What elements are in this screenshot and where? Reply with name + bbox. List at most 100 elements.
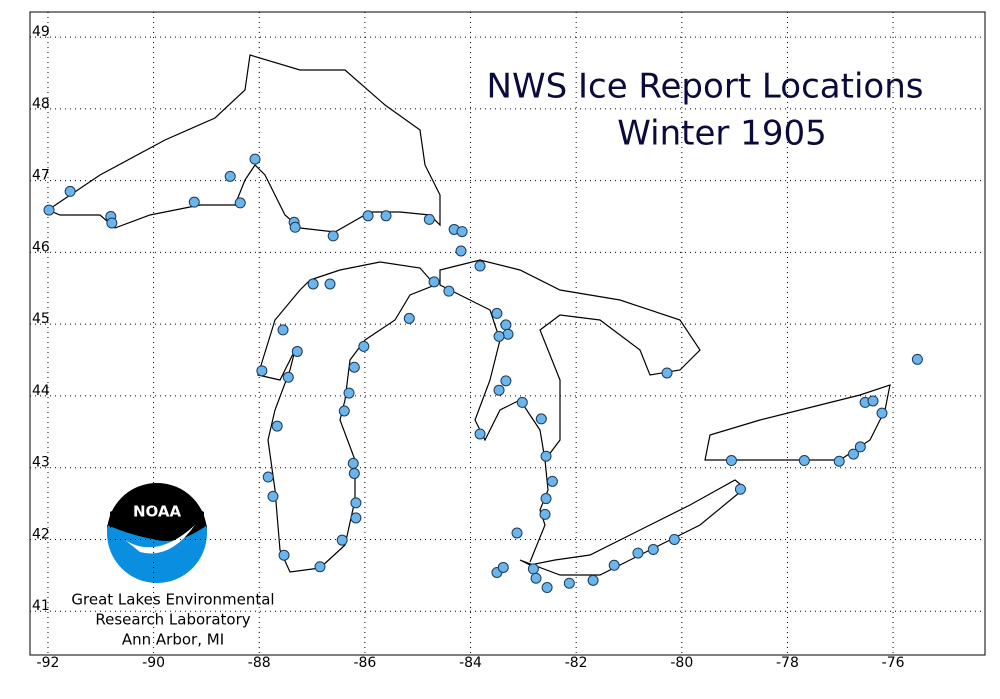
report-location	[535, 413, 547, 425]
x-tick-label: -90	[142, 655, 165, 671]
y-tick-label: 43	[32, 455, 50, 471]
report-location	[632, 547, 644, 559]
report-location	[734, 483, 746, 495]
report-location	[327, 230, 339, 242]
logo-top	[107, 483, 207, 541]
report-location	[262, 471, 274, 483]
y-tick-label: 45	[32, 311, 50, 327]
x-tick-label: -92	[37, 655, 60, 671]
report-location	[278, 549, 290, 561]
report-location	[847, 448, 859, 460]
report-location	[798, 455, 810, 467]
report-location	[314, 561, 326, 573]
report-location	[348, 361, 360, 373]
noaa-logo: NOAA	[107, 483, 207, 583]
report-location	[443, 285, 455, 297]
report-location	[380, 210, 392, 222]
x-tick-label: -76	[882, 655, 905, 671]
report-location	[833, 455, 845, 467]
report-location	[647, 544, 659, 556]
y-tick-label: 42	[32, 526, 50, 542]
report-location	[336, 534, 348, 546]
report-location	[423, 213, 435, 225]
lake-superior	[46, 54, 441, 233]
credit-line: Great Lakes Environmental	[71, 591, 274, 609]
report-location	[491, 307, 503, 319]
logo-text: NOAA	[133, 503, 182, 521]
x-tick-label: -82	[565, 655, 588, 671]
report-location	[725, 455, 737, 467]
report-location	[876, 407, 888, 419]
report-location	[43, 204, 55, 216]
report-location	[502, 328, 514, 340]
report-location	[428, 276, 440, 288]
report-location	[867, 395, 879, 407]
report-location	[854, 441, 866, 453]
y-tick-label: 48	[32, 96, 50, 112]
report-location	[338, 405, 350, 417]
plot-frame	[29, 11, 986, 656]
y-tick-label: 47	[32, 168, 50, 184]
lake-michigan	[257, 261, 437, 573]
logo-band	[110, 498, 204, 528]
report-location	[540, 493, 552, 505]
report-location	[493, 330, 505, 342]
credit-line: Ann Arbor, MI	[122, 631, 224, 649]
report-location	[64, 185, 76, 197]
y-tick-label: 46	[32, 239, 50, 255]
report-location	[608, 559, 620, 571]
y-tick-label: 41	[32, 598, 50, 614]
report-location	[277, 324, 289, 336]
report-location	[307, 278, 319, 290]
report-location	[456, 226, 468, 238]
report-location	[267, 490, 279, 502]
report-location	[500, 375, 512, 387]
report-location	[106, 217, 118, 229]
report-location	[358, 340, 370, 352]
report-location	[540, 450, 552, 462]
report-location	[348, 467, 360, 479]
report-location	[493, 384, 505, 396]
report-location	[403, 312, 415, 324]
report-location	[362, 210, 374, 222]
report-location	[249, 153, 261, 165]
report-location	[911, 353, 923, 365]
report-location	[350, 512, 362, 524]
detroit-river	[529, 459, 549, 563]
report-location	[188, 196, 200, 208]
x-tick-label: -80	[670, 655, 693, 671]
report-location	[474, 260, 486, 272]
report-location	[347, 457, 359, 469]
y-tick-label: 44	[32, 383, 50, 399]
report-location	[350, 497, 362, 509]
lake-erie	[519, 479, 746, 576]
x-tick-label: -88	[248, 655, 271, 671]
lake-huron	[439, 259, 701, 462]
report-location	[271, 420, 283, 432]
coastlines	[46, 54, 891, 576]
report-location	[661, 367, 673, 379]
title-line: NWS Ice Report Locations	[487, 67, 924, 107]
report-location	[256, 365, 268, 377]
report-location	[668, 533, 680, 545]
report-location	[511, 527, 523, 539]
credit-line: Research Laboratory	[95, 611, 250, 629]
report-location	[546, 475, 558, 487]
x-tick-label: -78	[776, 655, 799, 671]
report-location	[563, 577, 575, 589]
report-location	[343, 387, 355, 399]
lake-ontario	[704, 384, 891, 461]
report-location	[291, 345, 303, 357]
report-location	[541, 582, 553, 594]
report-location	[527, 563, 539, 575]
x-tick-label: -86	[353, 655, 376, 671]
y-tick-label: 49	[32, 24, 50, 40]
report-location	[539, 508, 551, 520]
report-location	[324, 278, 336, 290]
report-location	[474, 428, 486, 440]
report-location	[455, 245, 467, 257]
title-line: Winter 1905	[617, 114, 826, 154]
report-location	[224, 170, 236, 182]
report-location	[516, 396, 528, 408]
